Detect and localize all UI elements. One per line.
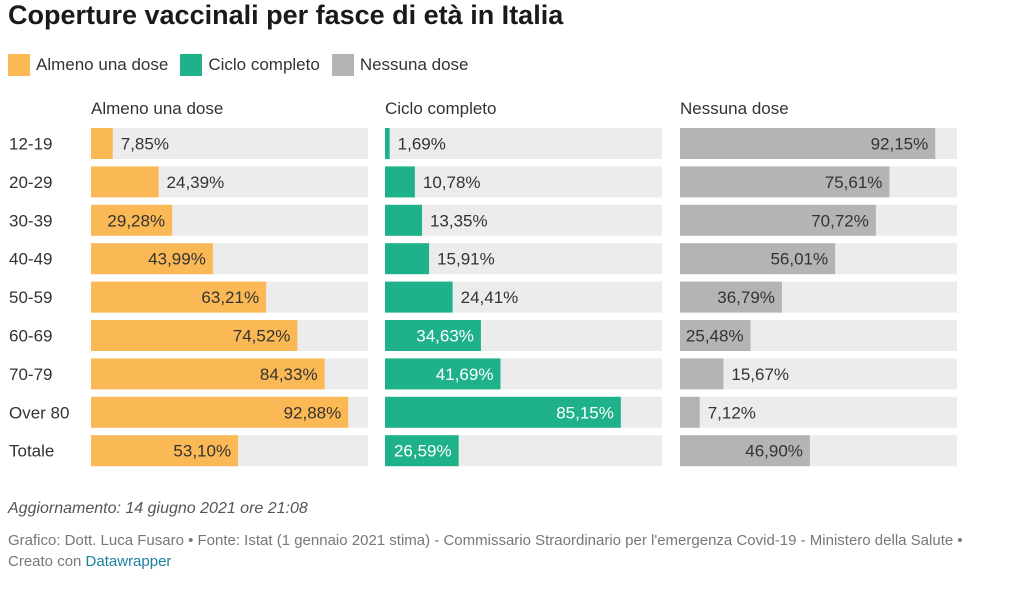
data-label-almeno-una-dose-20-29: 24,39%: [167, 173, 225, 192]
bar-almeno-una-dose-60-69: [91, 320, 298, 351]
data-label-almeno-una-dose-totale: 53,10%: [173, 442, 231, 461]
bar-nessuna-dose-20-29: [680, 166, 890, 198]
bar-nessuna-dose-70-79: [680, 358, 724, 390]
category-label-totale: Totale: [9, 442, 54, 461]
bar-nessuna-dose-40-49: [680, 243, 836, 275]
bar-ciclo-completo-50-59: [385, 281, 453, 313]
legend-swatch-ciclo-completo: [180, 54, 203, 76]
bar-nessuna-dose-30-39: [680, 204, 876, 236]
bar-almeno-una-dose-30-39: [91, 204, 173, 236]
data-label-almeno-una-dose-40-49: 43,99%: [148, 250, 206, 269]
data-label-almeno-una-dose-12-19: 7,85%: [121, 135, 169, 154]
data-label-nessuna-dose-30-39: 70,72%: [811, 211, 869, 230]
bar-ciclo-completo-40-49: [385, 243, 430, 275]
data-label-ciclo-completo-50-59: 24,41%: [461, 288, 519, 307]
data-label-nessuna-dose-70-79: 15,67%: [731, 365, 789, 384]
category-label-50-59: 50-59: [9, 288, 52, 307]
bar-nessuna-dose-50-59: [680, 281, 782, 313]
bar-almeno-una-dose-20-29: [91, 166, 159, 198]
data-label-nessuna-dose-12-19: 92,15%: [871, 135, 929, 154]
data-label-nessuna-dose-50-59: 36,79%: [717, 288, 775, 307]
bar-ciclo-completo-60-69: [385, 320, 481, 351]
category-label-12-19: 12-19: [9, 135, 52, 154]
data-label-nessuna-dose-60-69: 25,48%: [686, 327, 744, 346]
data-label-ciclo-completo-70-79: 41,69%: [436, 365, 494, 384]
data-label-nessuna-dose-20-29: 75,61%: [825, 173, 883, 192]
bar-track-ciclo-completo-40-49: [385, 243, 662, 275]
bar-ciclo-completo-70-79: [385, 358, 501, 390]
bar-ciclo-completo-over-80: [385, 396, 621, 428]
legend-label-nessuna-dose: Nessuna dose: [359, 55, 469, 74]
chart-title: Coperture vaccinali per fasce di età in …: [8, 0, 564, 30]
panel-title-ciclo-completo: Ciclo completo: [385, 99, 497, 118]
data-label-ciclo-completo-60-69: 34,63%: [416, 327, 474, 346]
bar-ciclo-completo-30-39: [385, 204, 422, 236]
data-label-almeno-una-dose-over-80: 92,88%: [284, 403, 342, 422]
panel-title-almeno-una-dose: Almeno una dose: [91, 99, 223, 118]
bar-nessuna-dose-over-80: [680, 396, 700, 428]
data-label-almeno-una-dose-60-69: 74,52%: [233, 327, 291, 346]
bar-nessuna-dose-12-19: [680, 128, 936, 159]
data-label-nessuna-dose-over-80: 7,12%: [708, 403, 756, 422]
data-label-nessuna-dose-40-49: 56,01%: [770, 250, 828, 269]
bar-ciclo-completo-totale: [385, 435, 459, 467]
datawrapper-link[interactable]: Datawrapper: [85, 553, 172, 570]
panel-title-nessuna-dose: Nessuna dose: [680, 99, 789, 118]
bar-almeno-una-dose-over-80: [91, 396, 349, 428]
data-label-ciclo-completo-20-29: 10,78%: [423, 173, 481, 192]
chart-legend: Almeno una dose Ciclo completo Nessuna d…: [8, 52, 481, 78]
legend-label-ciclo-completo: Ciclo completo: [208, 55, 320, 74]
data-label-almeno-una-dose-70-79: 84,33%: [260, 365, 318, 384]
bar-track-ciclo-completo-30-39: [385, 204, 662, 236]
legend-label-almeno-una-dose: Almeno una dose: [36, 55, 169, 74]
bar-almeno-una-dose-totale: [91, 435, 239, 467]
data-label-ciclo-completo-12-19: 1,69%: [398, 135, 446, 154]
vaccination-coverage-chart: 12-19 20-29 30-39 40-49 50-59 60-69 70-79 Over …: [9, 99, 957, 467]
bar-almeno-una-dose-40-49: [91, 243, 213, 275]
data-label-ciclo-completo-over-80: 85,15%: [556, 403, 614, 422]
category-label-60-69: 60-69: [9, 327, 52, 346]
bar-nessuna-dose-totale: [680, 435, 810, 467]
legend-item-ciclo-completo: Ciclo completo: [180, 54, 320, 76]
bar-almeno-una-dose-50-59: [91, 281, 267, 313]
category-label-over-80: Over 80: [9, 403, 69, 422]
bar-track-almeno-una-dose-12-19: [91, 128, 368, 159]
bar-almeno-una-dose-70-79: [91, 358, 325, 390]
category-label-40-49: 40-49: [9, 250, 52, 269]
legend-swatch-almeno-una-dose: [8, 54, 30, 76]
bar-nessuna-dose-60-69: [680, 320, 751, 351]
legend-item-almeno-una-dose: Almeno una dose: [8, 54, 168, 76]
bar-almeno-una-dose-12-19: [91, 128, 113, 159]
legend-item-nessuna-dose: Nessuna dose: [331, 54, 469, 76]
data-label-ciclo-completo-40-49: 15,91%: [437, 250, 495, 269]
bar-track-nessuna-dose-70-79: [680, 358, 957, 390]
bar-track-ciclo-completo-12-19: [385, 128, 662, 159]
category-label-30-39: 30-39: [9, 211, 52, 230]
data-label-almeno-una-dose-30-39: 29,28%: [107, 211, 165, 230]
bar-track-nessuna-dose-over-80: [680, 396, 957, 428]
bar-ciclo-completo-12-19: [385, 128, 390, 159]
credits-text: Grafico: Dott. Luca Fusaro • Fonte: Ista…: [8, 532, 963, 570]
data-label-nessuna-dose-totale: 46,90%: [745, 442, 803, 461]
category-label-70-79: 70-79: [9, 365, 52, 384]
category-label-20-29: 20-29: [9, 173, 52, 192]
bar-ciclo-completo-20-29: [385, 166, 415, 198]
credits: Grafico: Dott. Luca Fusaro • Fonte: Ista…: [8, 530, 968, 572]
update-note: Aggiornamento: 14 giugno 2021 ore 21:08: [8, 500, 308, 517]
data-label-almeno-una-dose-50-59: 63,21%: [201, 288, 259, 307]
data-label-ciclo-completo-totale: 26,59%: [394, 442, 452, 461]
bar-track-ciclo-completo-20-29: [385, 166, 662, 198]
data-label-ciclo-completo-30-39: 13,35%: [430, 211, 488, 230]
legend-swatch-nessuna-dose: [331, 54, 354, 76]
